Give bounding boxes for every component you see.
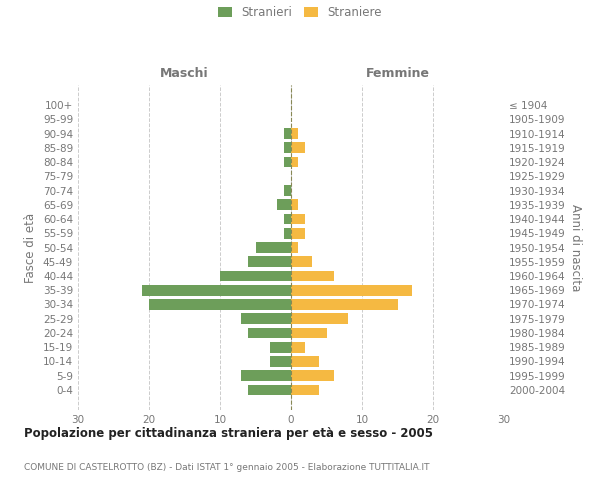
Bar (241, 314, 291, 324)
Bar (241, 370, 291, 381)
Bar (291, 270, 334, 281)
Bar (284, 214, 291, 224)
Bar (248, 384, 291, 395)
Bar (291, 200, 298, 210)
Text: Popolazione per cittadinanza straniera per età e sesso - 2005: Popolazione per cittadinanza straniera p… (24, 428, 433, 440)
Bar (284, 185, 291, 196)
Bar (256, 242, 291, 253)
Bar (284, 228, 291, 238)
Bar (291, 128, 298, 139)
Bar (248, 256, 291, 267)
Bar (248, 328, 291, 338)
Y-axis label: Fasce di età: Fasce di età (25, 212, 37, 282)
Bar (270, 356, 291, 366)
Bar (220, 270, 291, 281)
Bar (270, 342, 291, 352)
Bar (277, 200, 291, 210)
Bar (284, 156, 291, 168)
Bar (291, 214, 305, 224)
Bar (291, 256, 313, 267)
Text: COMUNE DI CASTELROTTO (BZ) - Dati ISTAT 1° gennaio 2005 - Elaborazione TUTTITALI: COMUNE DI CASTELROTTO (BZ) - Dati ISTAT … (24, 462, 430, 471)
Bar (291, 314, 348, 324)
Bar (291, 142, 305, 153)
Bar (291, 328, 326, 338)
Bar (291, 285, 412, 296)
Bar (291, 384, 319, 395)
Bar (291, 228, 305, 238)
Bar (149, 299, 291, 310)
Bar (284, 128, 291, 139)
Bar (291, 356, 319, 366)
Bar (291, 156, 298, 168)
Bar (291, 370, 334, 381)
Bar (291, 242, 298, 253)
Bar (291, 299, 398, 310)
Legend: Stranieri, Straniere: Stranieri, Straniere (218, 6, 382, 19)
Bar (284, 142, 291, 153)
Bar (142, 285, 291, 296)
Bar (291, 342, 305, 352)
Y-axis label: Anni di nascita: Anni di nascita (569, 204, 582, 291)
